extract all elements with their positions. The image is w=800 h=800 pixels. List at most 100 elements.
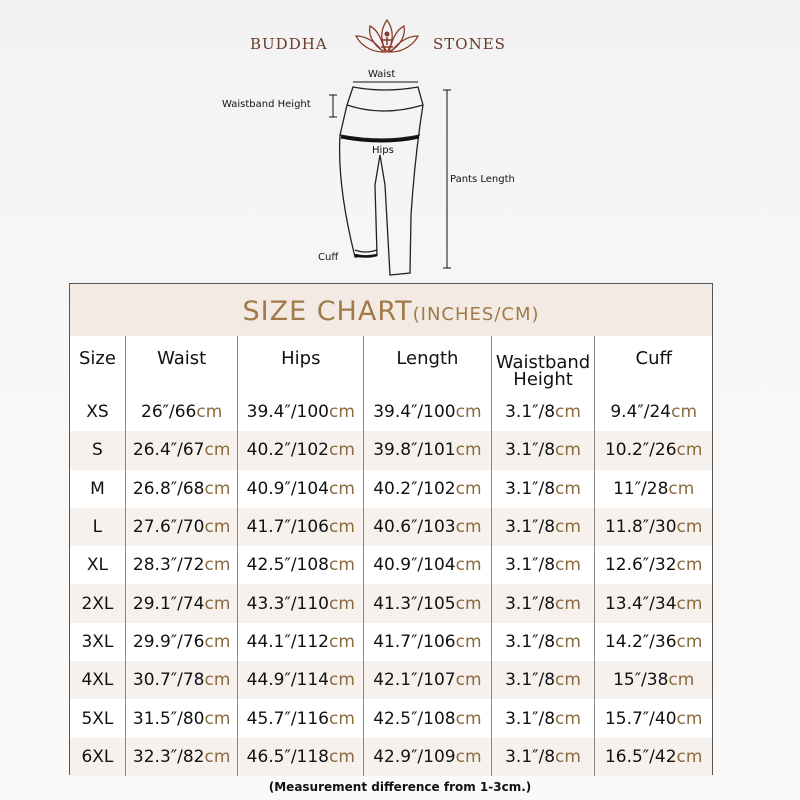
cell-value: 39.8″/101 <box>373 440 456 461</box>
cell-waistband-height: 3.1″/8 cm <box>492 431 596 470</box>
cell-value: 13.4″/34 <box>604 593 677 614</box>
label-pants-length: Pants Length <box>450 174 515 185</box>
cell-value: 40.9″/104 <box>246 478 330 499</box>
cell-value: 43.3″/110 <box>246 593 330 614</box>
cell-value: 3.1″/8 <box>505 670 556 691</box>
table-row: M 26.8″/68 cm 40.9″/104 cm 40.2″/102 cm 3.1″/8 c… <box>70 469 712 508</box>
unit-cm: cm <box>329 517 355 538</box>
header-waist: Waist <box>126 336 239 393</box>
cell-value: 9.4″/24 <box>610 402 672 423</box>
cell-size: 5XL <box>70 699 126 738</box>
unit-cm: cm <box>204 670 231 691</box>
cell-waistband-height: 3.1″/8 cm <box>492 699 596 738</box>
cell-hips: 44.9″/114 cm <box>238 661 365 700</box>
unit-cm: cm <box>555 517 581 538</box>
unit-cm: cm <box>204 517 231 538</box>
unit-cm: cm <box>455 708 482 729</box>
cell-value: 41.7″/106 <box>373 631 456 652</box>
unit-cm: cm <box>329 631 355 652</box>
cell-length: 42.5″/108 cm <box>364 699 492 738</box>
cell-value: S <box>92 440 103 461</box>
cell-value: 12.6″/32 <box>604 555 677 576</box>
header-cuff: Cuff <box>635 348 672 369</box>
cell-waistband-height: 3.1″/8 cm <box>492 393 596 432</box>
cell-cuff: 11″/28 cm <box>595 470 712 508</box>
header-row: Size Waist Hips Length Waistband Height … <box>70 336 712 393</box>
cell-value: 40.6″/103 <box>373 517 456 538</box>
unit-cm: cm <box>555 440 581 461</box>
unit-cm: cm <box>329 555 355 576</box>
unit-cm: cm <box>204 708 231 729</box>
cell-waist: 32.3″/82 cm <box>126 737 239 776</box>
cell-waist: 28.3″/72 cm <box>126 546 239 585</box>
unit-cm: cm <box>329 440 355 461</box>
cell-waistband-height: 3.1″/8 cm <box>492 584 596 623</box>
cell-value: 42.9″/109 <box>373 746 456 767</box>
cell-value: 26″/66 <box>141 402 197 423</box>
cell-value: 41.7″/106 <box>246 517 330 538</box>
unit-cm: cm <box>455 631 482 652</box>
cell-value: 45.7″/116 <box>246 708 330 729</box>
unit-cm: cm <box>555 670 581 691</box>
unit-cm: cm <box>676 517 703 538</box>
cell-value: 42.5″/108 <box>373 708 456 729</box>
cell-value: 3.1″/8 <box>505 746 556 767</box>
unit-cm: cm <box>204 746 231 767</box>
cell-value: 39.4″/100 <box>246 402 330 423</box>
unit-cm: cm <box>555 746 581 767</box>
header-hips: Hips <box>238 336 365 393</box>
unit-cm: cm <box>455 440 482 461</box>
cell-waistband-height: 3.1″/8 cm <box>492 469 596 508</box>
cell-length: 42.1″/107 cm <box>364 661 492 700</box>
unit-cm: cm <box>676 440 703 461</box>
table-row: 3XL 29.9″/76 cm 44.1″/112 cm 41.7″/106 cm 3.1″/… <box>70 622 712 662</box>
brand-logo: BUDDHA STONES <box>250 18 520 70</box>
table-row: 6XL 32.3″/82 cm 46.5″/118 cm 42.9″/109 cm 3.1″/… <box>70 737 712 776</box>
table-row: L 27.6″/70 cm 41.7″/106 cm 40.6″/103 cm 3.1″/8 c… <box>70 507 712 547</box>
cell-waist: 27.6″/70 cm <box>126 507 239 547</box>
unit-cm: cm <box>329 478 355 499</box>
unit-cm: cm <box>668 670 695 691</box>
label-waistband-height: Waistband Height <box>222 99 311 110</box>
cell-waistband-height: 3.1″/8 cm <box>492 661 596 700</box>
cell-value: 4XL <box>81 670 114 691</box>
cell-value: 41.3″/105 <box>373 593 456 614</box>
cell-size: 2XL <box>70 584 126 623</box>
unit-cm: cm <box>455 478 482 499</box>
cell-value: 39.4″/100 <box>373 402 456 423</box>
cell-value: 3XL <box>81 631 114 652</box>
unit-cm: cm <box>676 593 703 614</box>
cell-waist: 29.9″/76 cm <box>126 622 239 662</box>
cell-value: 26.8″/68 <box>132 478 205 499</box>
unit-cm: cm <box>455 746 482 767</box>
cell-value: 28.3″/72 <box>132 555 205 576</box>
label-waist: Waist <box>368 69 396 80</box>
cell-value: 29.9″/76 <box>132 631 205 652</box>
unit-cm: cm <box>196 402 223 423</box>
cell-value: 11″/28 <box>613 478 669 499</box>
cell-value: 44.1″/112 <box>246 631 330 652</box>
unit-cm: cm <box>329 593 355 614</box>
brand-left: BUDDHA <box>250 35 328 53</box>
unit-cm: cm <box>555 593 581 614</box>
cell-size: S <box>70 431 126 470</box>
cell-waist: 26.4″/67 cm <box>126 431 239 470</box>
unit-cm: cm <box>676 746 703 767</box>
unit-cm: cm <box>555 402 581 423</box>
cell-cuff: 12.6″/32 cm <box>595 546 712 584</box>
label-cuff: Cuff <box>318 252 339 263</box>
cell-hips: 43.3″/110 cm <box>238 584 365 623</box>
cell-cuff: 15″/38 cm <box>595 661 712 699</box>
cell-size: 3XL <box>70 622 126 662</box>
unit-cm: cm <box>204 631 231 652</box>
unit-cm: cm <box>204 478 231 499</box>
cell-waist: 31.5″/80 cm <box>126 699 239 738</box>
cell-waistband-height: 3.1″/8 cm <box>492 507 596 547</box>
table-row: S 26.4″/67 cm 40.2″/102 cm 39.8″/101 cm 3.1″/8 c… <box>70 431 712 470</box>
unit-cm: cm <box>204 555 231 576</box>
unit-cm: cm <box>555 708 581 729</box>
table-row: 5XL 31.5″/80 cm 45.7″/116 cm 42.5″/108 cm 3.1″/… <box>70 699 712 738</box>
cell-value: 11.8″/30 <box>604 517 677 538</box>
lotus-buddha-icon <box>354 18 420 54</box>
table-row: 2XL 29.1″/74 cm 43.3″/110 cm 41.3″/105 cm 3.1″/… <box>70 584 712 623</box>
